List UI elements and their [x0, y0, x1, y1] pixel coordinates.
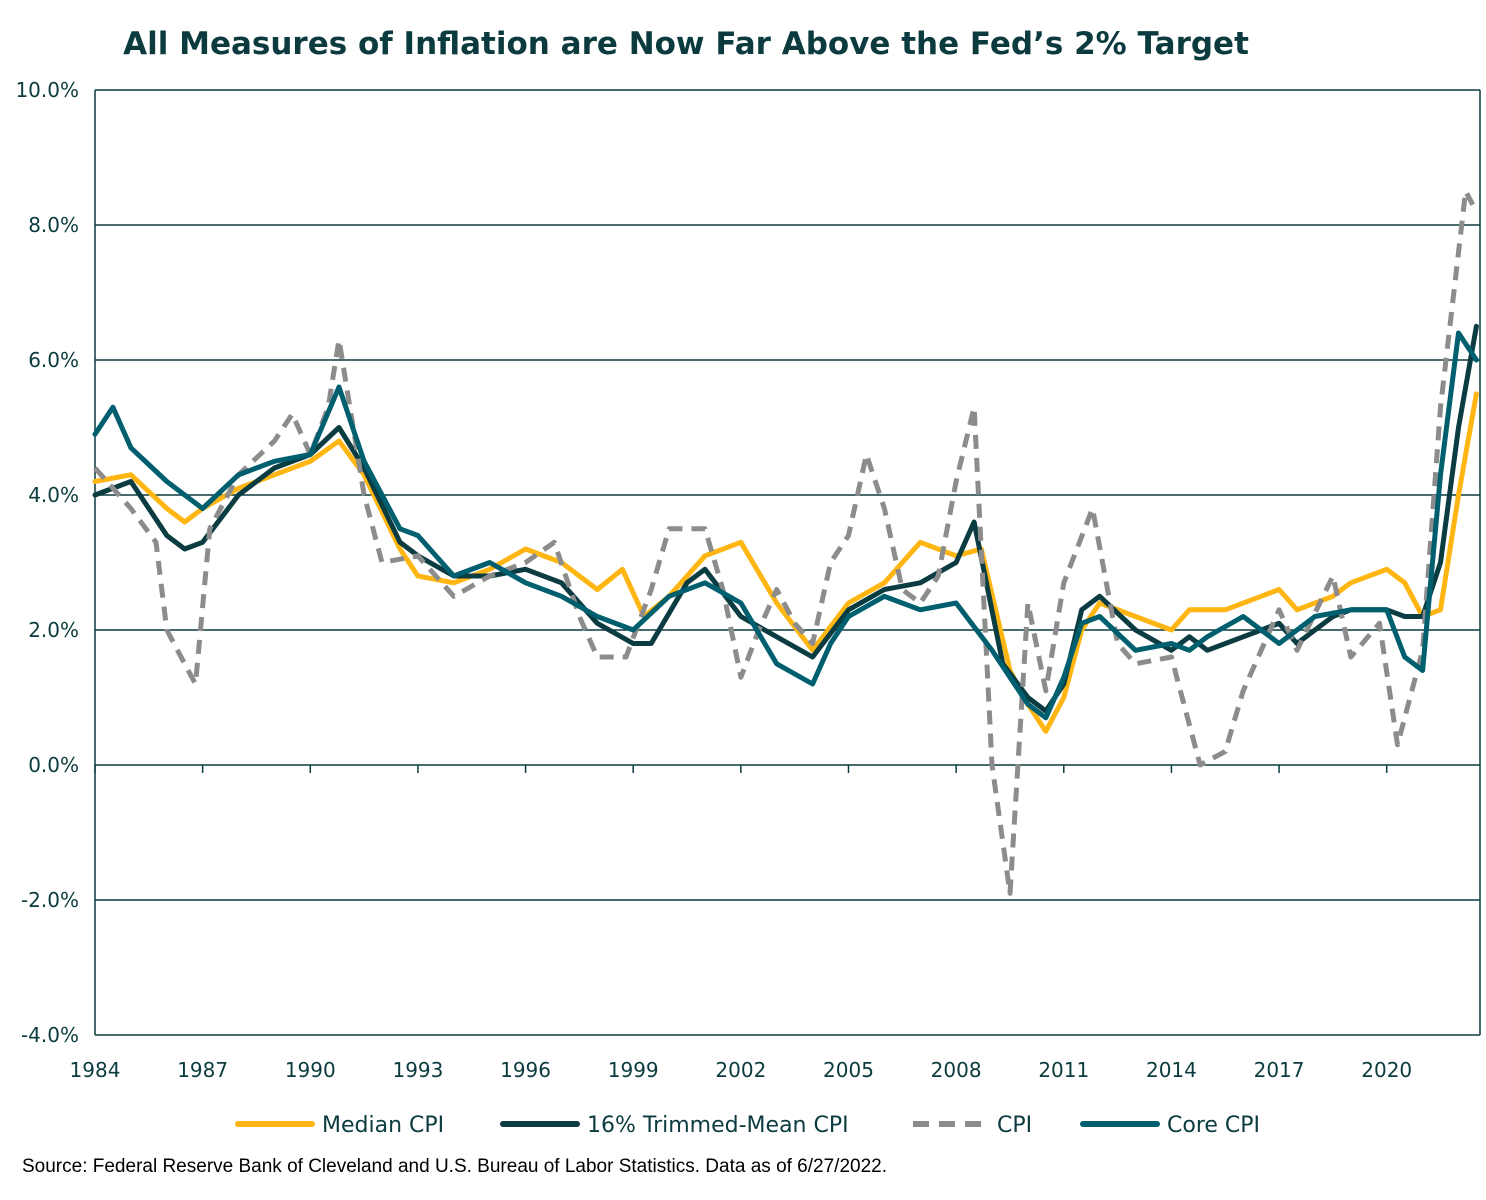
- y-tick-label: 10.0%: [15, 78, 79, 102]
- series-line-core-cpi: [92, 330, 1479, 721]
- x-tick-label: 1999: [608, 1058, 659, 1082]
- y-tick-label: 0.0%: [28, 753, 79, 777]
- x-tick-label: 1996: [500, 1058, 551, 1082]
- x-tick-label: 2008: [931, 1058, 982, 1082]
- y-tick-label: -4.0%: [21, 1023, 79, 1047]
- series-line-median-cpi: [92, 391, 1479, 734]
- x-tick-label: 2014: [1146, 1058, 1197, 1082]
- x-tick-label: 1990: [285, 1058, 336, 1082]
- x-tick-label: 2002: [715, 1058, 766, 1082]
- grid-layer: [95, 89, 1480, 1036]
- y-tick-label: 4.0%: [28, 483, 79, 507]
- x-tick-label: 2011: [1038, 1058, 1089, 1082]
- x-tick-label: 2017: [1254, 1058, 1305, 1082]
- series-line-cpi: [93, 188, 1476, 896]
- axis-layer: -4.0% -2.0% 0.0% 2.0% 4.0% 6.0% 8.0% 10.0% 1984 1…: [15, 78, 1481, 1082]
- y-tick-label: 8.0%: [28, 213, 79, 237]
- legend-label-cpi: CPI: [997, 1113, 1032, 1138]
- x-tick-label: 2005: [823, 1058, 874, 1082]
- legend-label-16-trimmed-mean-cpi: 16% Trimmed-Mean CPI: [587, 1113, 849, 1138]
- x-tick-label: 1984: [70, 1058, 121, 1082]
- y-tick-label: -2.0%: [21, 888, 79, 912]
- x-tick-label: 1993: [392, 1058, 443, 1082]
- legend: Median CPI 16% Trimmed-Mean CPI CPI Core CP…: [235, 1113, 1260, 1138]
- x-tick-label: 1987: [177, 1058, 228, 1082]
- source-note: Source: Federal Reserve Bank of Clevelan…: [22, 1156, 887, 1177]
- x-tick-label: 2020: [1361, 1058, 1412, 1082]
- y-tick-label: 2.0%: [28, 618, 79, 642]
- legend-label-median-cpi: Median CPI: [322, 1113, 444, 1138]
- y-tick-label: 6.0%: [28, 348, 79, 372]
- chart-title: All Measures of Inflation are Now Far Ab…: [123, 26, 1249, 62]
- series-line-16-trimmed-mean-cpi: [92, 323, 1479, 714]
- series-layer: [92, 188, 1479, 896]
- legend-label-core-cpi: Core CPI: [1167, 1113, 1260, 1138]
